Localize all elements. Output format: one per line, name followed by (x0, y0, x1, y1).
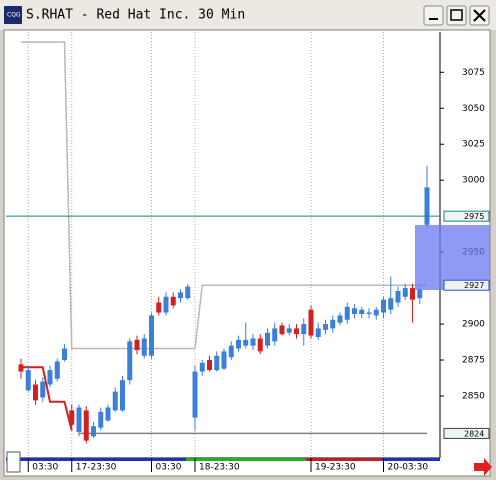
candle-body (185, 286, 191, 299)
candle-body (105, 407, 111, 421)
candle-body (424, 187, 430, 225)
x-tick-label: 17-23:30 (76, 463, 117, 473)
candle-body (40, 381, 46, 398)
session-strip (306, 458, 382, 461)
window-title: S.RHAT - Red Hat Inc. 30 Min (26, 8, 245, 23)
maximize-button[interactable] (446, 5, 467, 26)
candle-body (395, 290, 401, 303)
candle-body (112, 391, 118, 411)
candle-body (337, 315, 343, 323)
candle-body (243, 339, 249, 346)
candle-body (381, 299, 386, 313)
candle-body (388, 298, 394, 310)
title-bar (0, 0, 496, 30)
candle-body (286, 328, 292, 333)
candle-body (62, 348, 67, 361)
candle-body (47, 370, 53, 385)
candle-body (149, 315, 154, 356)
overlay-line (21, 41, 427, 350)
candle-body (76, 407, 82, 432)
y-tick-label: 2850 (462, 392, 485, 402)
x-tick-label: 20-03:30 (388, 463, 429, 473)
candle-body (83, 410, 89, 441)
x-tick-label: 18-23:30 (199, 463, 240, 473)
selection-highlight (415, 225, 490, 290)
chart-area (3, 29, 491, 477)
candle-body (120, 380, 125, 411)
app-icon (4, 6, 22, 24)
candle-body (98, 411, 104, 428)
candle-body (156, 302, 162, 313)
candle-body (402, 288, 408, 297)
scroll-right-arrow[interactable] (474, 458, 492, 476)
candle-body (54, 361, 60, 379)
minimize-button[interactable] (423, 5, 444, 26)
candle-body (163, 296, 169, 313)
candle-body (199, 362, 205, 372)
candle-body (410, 288, 415, 300)
y-tick-label: 3075 (462, 68, 485, 78)
price-marker-label: 2975 (464, 212, 484, 221)
icon-glyph: CQG (7, 12, 21, 19)
price-marker-label: 2927 (464, 281, 484, 290)
window-buttons[interactable] (423, 5, 490, 26)
y-tick-label: 3025 (462, 140, 485, 150)
candle-body (221, 351, 227, 369)
price-marker-box (443, 427, 490, 439)
candle-body (69, 410, 75, 425)
candle-body (344, 306, 350, 320)
candle-body (308, 309, 314, 336)
candle-body (366, 312, 372, 314)
candle-body (192, 371, 198, 418)
candle-body (323, 324, 328, 330)
candle-body (301, 324, 307, 335)
close-glyph (473, 9, 486, 22)
candle-body (18, 364, 24, 372)
y-tick-label: 3050 (462, 104, 485, 114)
y-tick-label: 3000 (462, 176, 485, 186)
candle-body (250, 338, 256, 346)
candle-body (315, 328, 321, 338)
candle-body (25, 370, 31, 391)
candle-body (178, 292, 183, 299)
candle-body (330, 319, 336, 329)
session-strip (6, 458, 186, 461)
candle-body (127, 341, 133, 381)
candle-body (265, 332, 270, 346)
candle-body (214, 355, 220, 371)
x-tick-label: 03:30 (156, 463, 182, 473)
candle-body (272, 328, 278, 342)
candle-body (294, 328, 299, 335)
candle-body (141, 338, 147, 356)
x-tick-label: 03:30 (32, 463, 58, 473)
candle-body (417, 289, 423, 299)
candle-body (257, 338, 263, 352)
price-marker-label: 2824 (464, 429, 484, 438)
session-strip (382, 458, 440, 461)
candle-body (236, 339, 241, 349)
scroll-box[interactable] (6, 451, 21, 473)
candle-body (33, 384, 38, 401)
candle-body (359, 309, 365, 314)
price-marker-box (443, 210, 490, 222)
session-strip (186, 458, 306, 461)
candle-body (91, 426, 96, 437)
y-tick-label: 2875 (462, 356, 485, 366)
candle-body (228, 345, 234, 358)
y-tick-label: 2900 (462, 320, 485, 330)
candle-body (352, 308, 357, 314)
candle-body (170, 296, 176, 306)
maximize-glyph (450, 9, 463, 21)
candle-body (373, 309, 379, 316)
price-marker-box (443, 279, 490, 291)
candle-body (134, 339, 140, 350)
overlay-line (21, 366, 73, 431)
x-tick-label: 19-23:30 (315, 463, 356, 473)
candle-body (279, 325, 285, 335)
candle-body (207, 360, 212, 371)
